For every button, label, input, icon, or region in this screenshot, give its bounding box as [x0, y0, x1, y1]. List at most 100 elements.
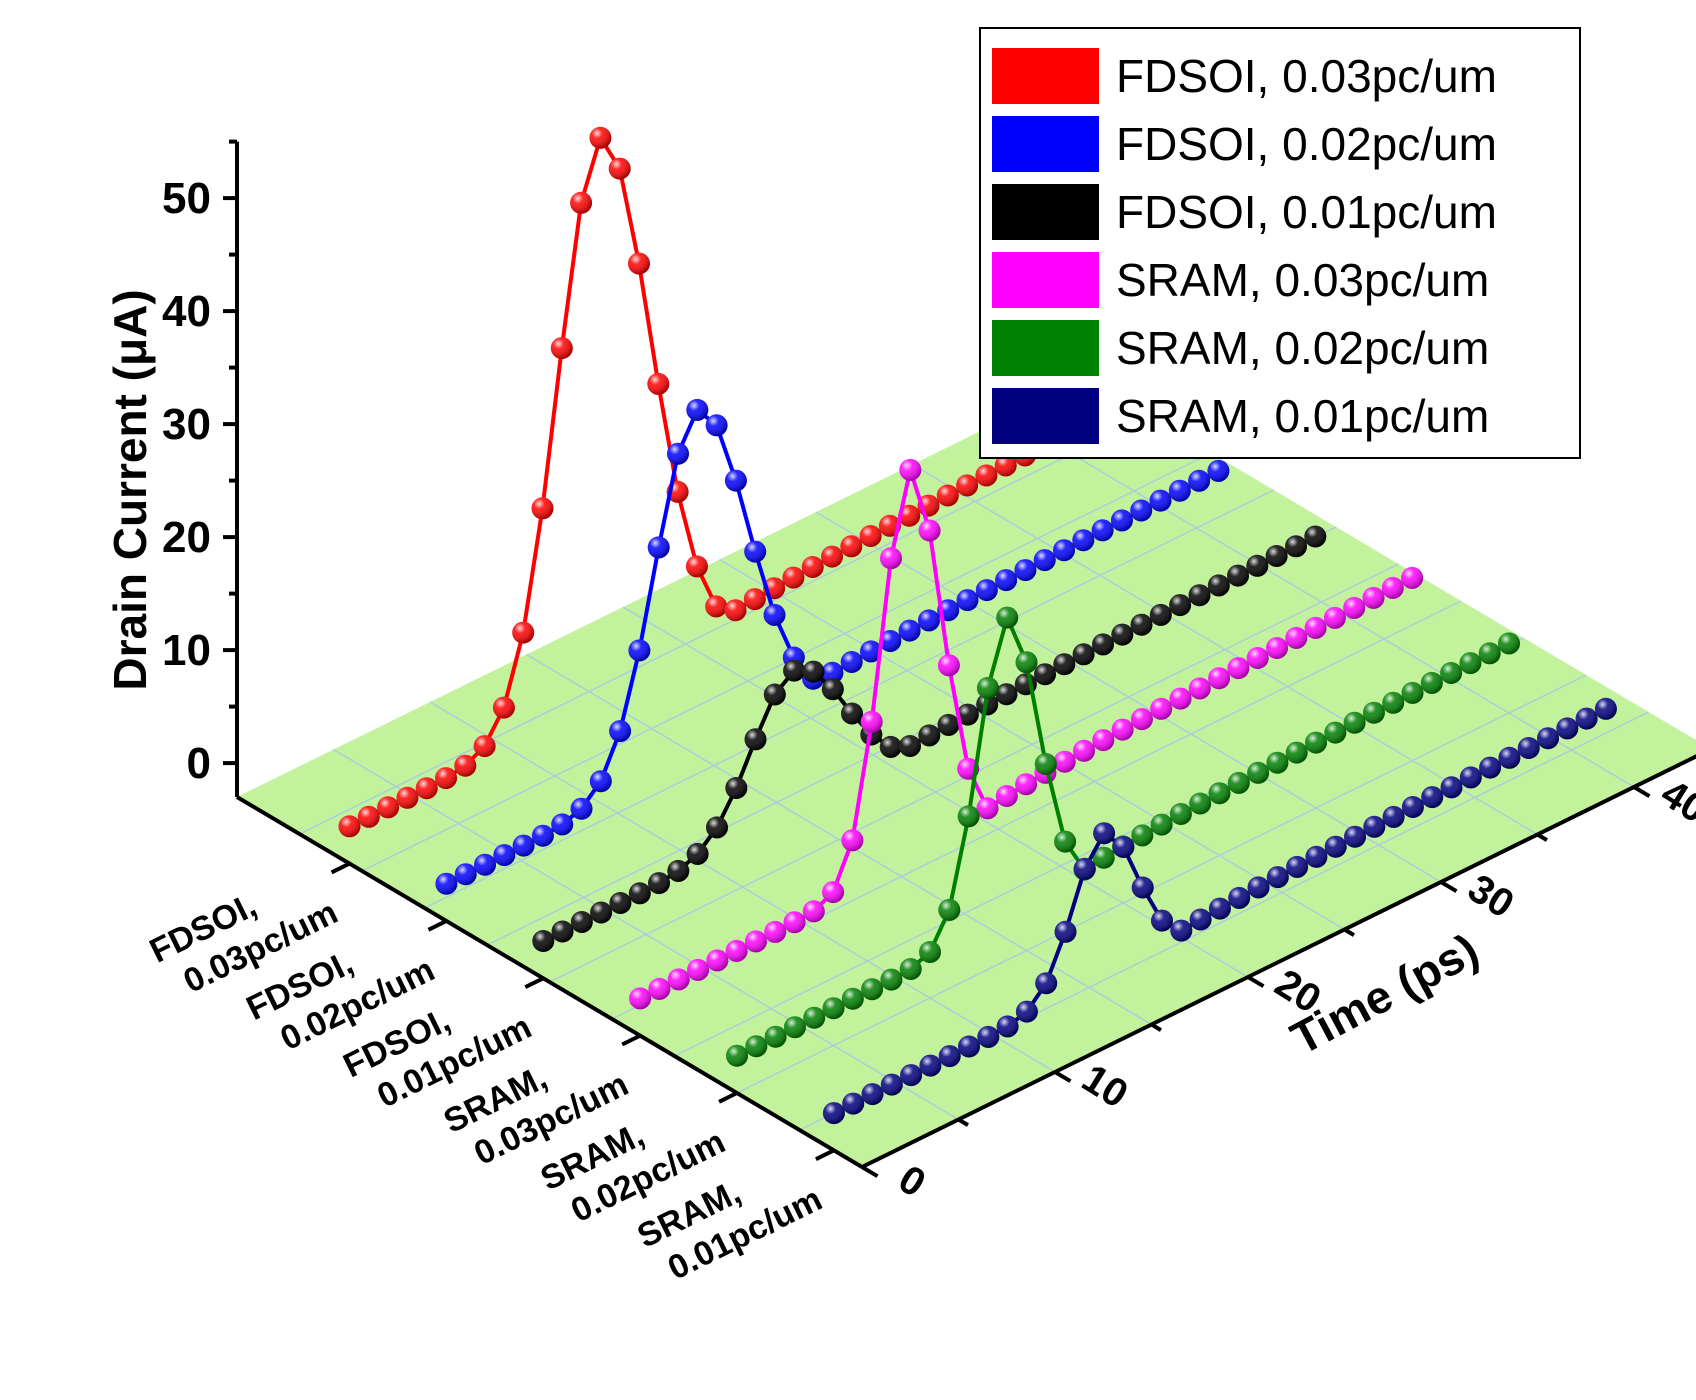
data-point-highlight [958, 1035, 980, 1058]
data-point-highlight [1517, 737, 1540, 759]
data-point-highlight [492, 696, 515, 719]
time-tick-minor [1150, 1022, 1162, 1032]
data-point-highlight [1112, 836, 1135, 858]
legend-swatch [992, 252, 1099, 308]
data-point-highlight [725, 777, 748, 799]
data-point-highlight [705, 414, 728, 437]
data-point-highlight [1130, 499, 1153, 522]
data-point-highlight [898, 504, 921, 527]
data-point-highlight [879, 630, 902, 652]
data-point-highlight [936, 484, 959, 507]
data-point-highlight [996, 1015, 1019, 1038]
data-point-highlight [899, 735, 921, 757]
data-point-highlight [1440, 662, 1463, 684]
data-point-highlight [551, 813, 574, 836]
data-point-highlight [995, 683, 1018, 706]
data-point-highlight [764, 1025, 787, 1048]
data-point-highlight [1479, 756, 1502, 779]
data-point-highlight [706, 816, 728, 839]
data-point-highlight [1401, 566, 1424, 589]
data-point-highlight [454, 754, 477, 777]
data-point-highlight [840, 535, 863, 558]
data-point-highlight [880, 968, 903, 991]
data-point-highlight [956, 589, 979, 612]
data-point-highlight [1150, 697, 1173, 720]
z-axis-title: Drain Current (μA) [104, 289, 156, 690]
data-point-highlight [1343, 711, 1366, 734]
data-point-highlight [1034, 753, 1057, 775]
data-point-highlight [589, 770, 612, 793]
time-tick-label: 30 [1460, 866, 1521, 927]
legend-label: SRAM, 0.01pc/um [1116, 390, 1489, 442]
data-point-highlight [1575, 707, 1598, 730]
data-point-highlight [590, 901, 613, 924]
data-point-highlight [338, 815, 361, 838]
data-point-highlight [1093, 822, 1116, 845]
data-point-highlight [841, 987, 864, 1010]
data-point-highlight [629, 987, 652, 1010]
data-point-highlight [648, 977, 671, 1000]
data-point-highlight [743, 588, 766, 611]
data-point-highlight [1149, 603, 1172, 626]
data-point-highlight [763, 683, 786, 706]
data-point-highlight [570, 191, 593, 214]
legend-swatch [992, 184, 1099, 240]
data-point-highlight [919, 941, 941, 963]
data-point-highlight [1053, 653, 1076, 676]
data-point-highlight [532, 930, 555, 952]
data-point-highlight [550, 337, 573, 360]
data-point-highlight [1207, 459, 1230, 482]
data-point-highlight [1266, 751, 1289, 774]
z-tick-label: 40 [162, 287, 211, 336]
data-point-highlight [1459, 766, 1482, 789]
data-point-highlight [1285, 626, 1308, 649]
data-point-highlight [531, 824, 554, 847]
data-point-highlight [745, 1035, 768, 1058]
time-tick-major [1439, 880, 1458, 893]
data-point-highlight [763, 603, 786, 626]
time-tick-label: 0 [891, 1157, 933, 1206]
data-point-highlight [1208, 897, 1231, 920]
data-point-highlight [977, 1025, 1000, 1048]
data-point-highlight [801, 556, 824, 578]
data-point-highlight [783, 911, 806, 934]
data-point-highlight [589, 126, 612, 149]
data-point-highlight [647, 372, 670, 395]
data-point-highlight [685, 555, 708, 578]
data-point-highlight [938, 1045, 961, 1068]
data-point-highlight [899, 458, 922, 481]
data-point-highlight [1343, 596, 1366, 619]
data-point-highlight [1033, 549, 1056, 572]
data-point-highlight [1053, 750, 1076, 773]
data-point-highlight [1344, 825, 1366, 848]
data-point-highlight [898, 619, 921, 642]
data-point-highlight [917, 609, 940, 632]
data-point-highlight [861, 978, 884, 1001]
data-point-highlight [764, 920, 787, 943]
data-point-highlight [570, 911, 593, 933]
data-point-highlight [628, 252, 650, 275]
z-tick-label: 50 [162, 174, 211, 223]
data-point-highlight [1285, 741, 1308, 764]
legend-label: FDSOI, 0.02pc/um [1116, 118, 1497, 170]
time-tick-major [860, 1165, 879, 1178]
data-point-highlight [744, 930, 767, 953]
legend-swatch [992, 320, 1099, 376]
category-tick [815, 1148, 835, 1161]
data-point-highlight [975, 464, 998, 487]
data-point-highlight [609, 892, 632, 914]
series-6 [822, 697, 1617, 1125]
time-tick-major [1246, 975, 1265, 988]
time-tick-minor [1536, 832, 1548, 842]
data-point-highlight [1072, 643, 1095, 666]
legend-swatch [992, 48, 1099, 104]
data-point-highlight [1168, 479, 1191, 502]
data-point-highlight [1092, 729, 1115, 752]
time-axis-line [861, 754, 1696, 1169]
data-point-highlight [918, 519, 941, 542]
data-point-highlight [474, 853, 496, 876]
floor-gridline-depth [299, 415, 1150, 835]
category-tick [524, 976, 545, 989]
data-point-highlight [995, 569, 1018, 592]
data-point-highlight [918, 724, 941, 747]
